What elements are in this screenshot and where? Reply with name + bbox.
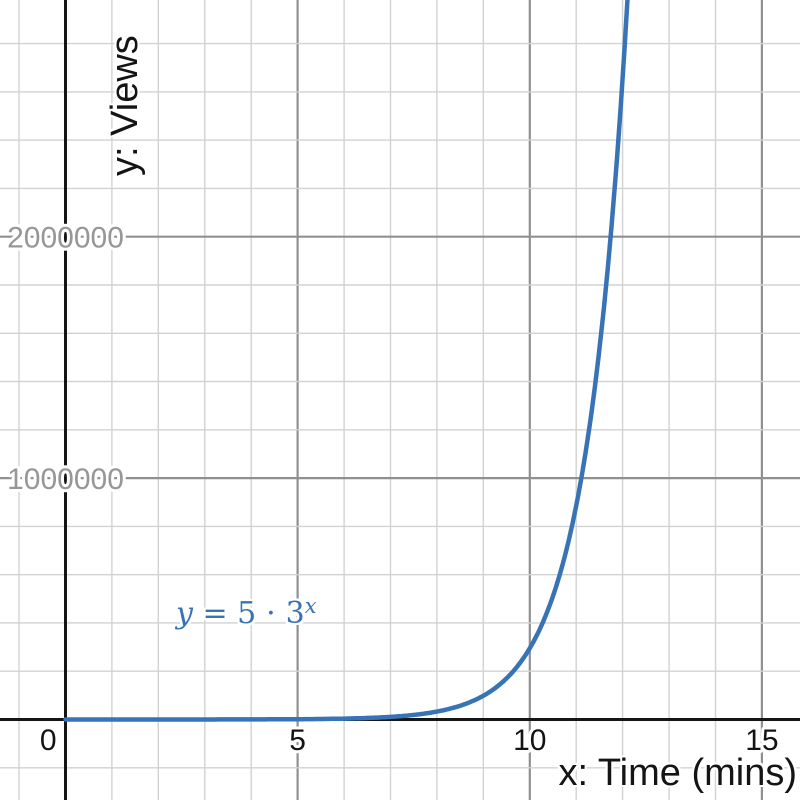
x-tick-label: 5 (289, 724, 306, 757)
x-tick-label: 0 (40, 724, 57, 757)
y-tick-label: 1000000 (7, 463, 124, 496)
equation-label: y = 5 ⋅ 3x (176, 594, 317, 632)
equation-lhs: y (176, 596, 193, 631)
y-axis-title: y: Views (104, 35, 146, 176)
function-curve[interactable] (63, 0, 630, 722)
equation-exponent: x (304, 594, 317, 618)
x-axis-title: x: Time (mins) (558, 752, 797, 794)
equation-mid: = 5 ⋅ 3 (192, 596, 305, 631)
y-tick-label: 2000000 (7, 222, 124, 255)
x-tick-label: 15 (745, 724, 778, 757)
x-tick-label: 10 (513, 724, 546, 757)
